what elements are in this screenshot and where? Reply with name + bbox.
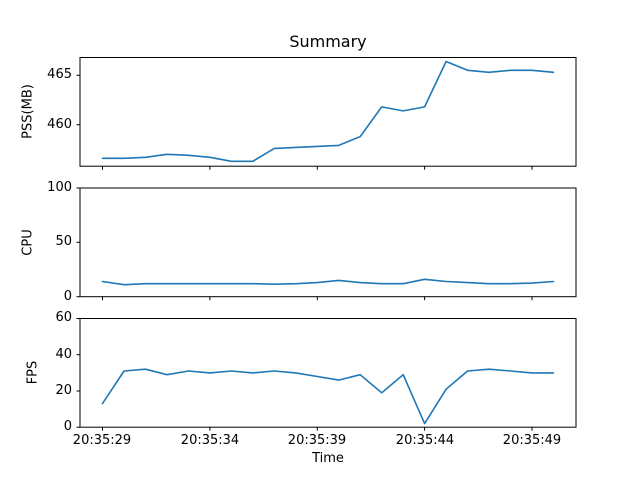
- xtick-20-35-49: 20:35:49: [502, 433, 562, 448]
- xtick-20-35-29: 20:35:29: [72, 433, 132, 448]
- pss-axes-frame: [79, 57, 577, 167]
- cpu-ytick-100: 100: [47, 180, 72, 195]
- xtick-20-35-44: 20:35:44: [395, 433, 455, 448]
- fps-ytick-60: 60: [55, 310, 72, 325]
- cpu-ytick-50: 50: [55, 234, 72, 249]
- xtick-20-35-39: 20:35:39: [287, 433, 347, 448]
- fps-ytick-20: 20: [55, 383, 72, 398]
- pss-ytick-465: 465: [47, 67, 72, 82]
- pss-ytick-460: 460: [47, 117, 72, 132]
- subplot-pss: [76, 57, 577, 170]
- x-axis-label: Time: [312, 451, 344, 466]
- cpu-line-series: [101, 278, 555, 286]
- fps-ytick-40: 40: [55, 347, 72, 362]
- pss-ylabel: PSS(MB): [20, 84, 36, 139]
- subplot-cpu: [76, 187, 577, 301]
- fps-axes-frame: [79, 318, 577, 428]
- xtick-20-35-34: 20:35:34: [180, 433, 240, 448]
- fps-tick-marks: [76, 318, 533, 431]
- fps-line-series: [101, 368, 555, 425]
- pss-tick-marks: [76, 74, 533, 170]
- cpu-axes-frame: [79, 187, 577, 298]
- fps-ylabel: FPS: [25, 360, 41, 385]
- pss-line-series: [101, 60, 555, 163]
- subplot-fps: [76, 318, 577, 431]
- cpu-ytick-0: 0: [63, 289, 72, 304]
- fps-ytick-0: 0: [63, 419, 72, 434]
- cpu-ylabel: CPU: [20, 229, 36, 256]
- figure-title: Summary: [289, 32, 367, 51]
- cpu-tick-marks: [76, 187, 533, 301]
